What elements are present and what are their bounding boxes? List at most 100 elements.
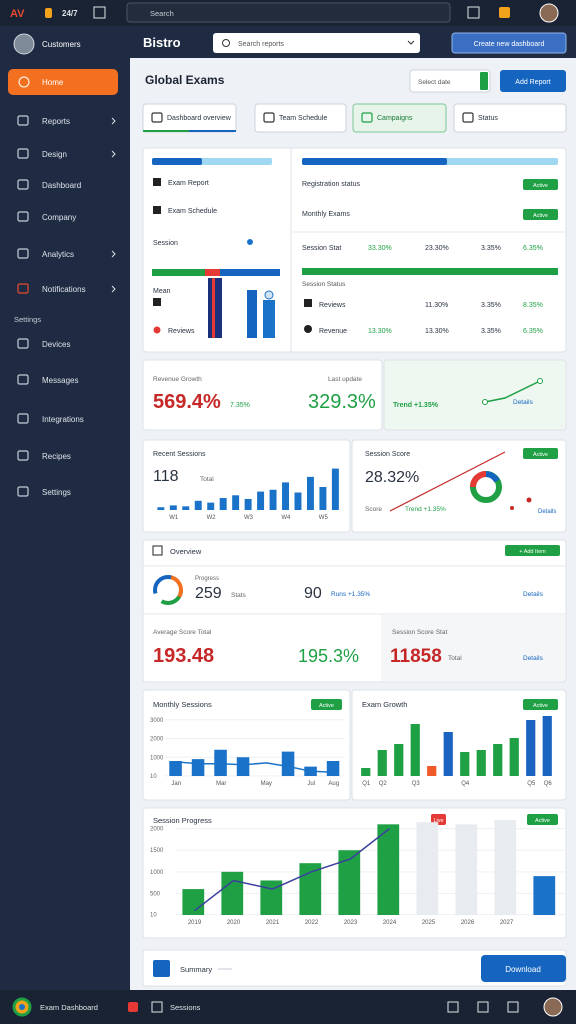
nav-label[interactable]: Design — [42, 150, 67, 159]
tab-label[interactable]: Team Schedule — [279, 115, 327, 122]
cell: 11.30% — [425, 302, 448, 309]
nav-label[interactable]: Devices — [42, 340, 70, 349]
badge[interactable] — [505, 545, 560, 556]
icon[interactable] — [467, 6, 480, 19]
link[interactable]: Details — [513, 399, 534, 406]
icon — [17, 211, 29, 222]
x-tick-label: 2027 — [500, 920, 514, 926]
grid-icon[interactable] — [93, 6, 106, 19]
y-tick-label: 1000 — [150, 755, 164, 761]
tab[interactable] — [352, 103, 447, 133]
nav-label[interactable]: Home — [42, 78, 64, 87]
x-tick-label: 2020 — [227, 920, 241, 926]
icon[interactable] — [447, 1001, 459, 1013]
badge[interactable] — [523, 699, 558, 710]
badge-text[interactable]: + Add Item — [519, 549, 546, 555]
link[interactable]: Details — [523, 591, 544, 598]
tab[interactable] — [254, 103, 347, 133]
button-text[interactable]: Download — [505, 965, 541, 974]
bar — [306, 476, 314, 510]
bar — [191, 759, 205, 776]
icon — [153, 206, 161, 214]
button[interactable] — [451, 32, 567, 54]
label: Trend +1.35% — [393, 402, 439, 409]
x-tick-label: Q2 — [379, 781, 388, 787]
button[interactable] — [500, 70, 566, 92]
bar — [410, 724, 420, 776]
tab-label[interactable]: Status — [478, 115, 498, 122]
label: Session — [153, 240, 178, 247]
chevron — [111, 150, 116, 158]
search-box[interactable] — [213, 33, 420, 53]
chevron — [111, 285, 116, 293]
bar — [299, 863, 322, 915]
bar — [509, 738, 519, 776]
nav-label[interactable]: Dashboard — [42, 181, 81, 190]
date-input[interactable] — [409, 69, 491, 93]
icon[interactable] — [499, 7, 510, 18]
bar — [205, 269, 220, 276]
nav-label[interactable]: Settings — [42, 488, 71, 497]
badge-text[interactable]: Active — [533, 213, 548, 219]
bar — [427, 766, 437, 776]
avatar[interactable] — [543, 997, 563, 1017]
kpi-value: 11858 — [390, 646, 442, 667]
bar — [169, 505, 177, 510]
icon[interactable] — [128, 1002, 138, 1012]
badge[interactable] — [523, 179, 558, 190]
button-text[interactable]: Create new dashboard — [474, 41, 545, 48]
button[interactable] — [481, 955, 566, 982]
nav-label[interactable]: Company — [42, 213, 76, 222]
tab-label[interactable]: Campaigns — [377, 115, 413, 122]
page-title: Global Exams — [145, 73, 225, 87]
search-box[interactable] — [126, 2, 451, 23]
nav-label[interactable]: Reports — [42, 117, 70, 126]
icon — [17, 374, 29, 385]
avatar[interactable] — [539, 3, 559, 23]
button-text[interactable]: Add Report — [515, 79, 550, 86]
badge-text[interactable]: Active — [533, 703, 548, 709]
icon[interactable] — [477, 1001, 489, 1013]
nav-label[interactable]: Recipes — [42, 452, 71, 461]
link[interactable]: Details — [523, 655, 544, 662]
icon[interactable] — [151, 1001, 163, 1013]
badge[interactable] — [527, 814, 558, 825]
badge-text[interactable]: Live — [433, 818, 443, 824]
link[interactable]: Details — [538, 509, 556, 515]
dot — [264, 290, 274, 300]
nav-label[interactable]: Messages — [42, 376, 78, 385]
icon[interactable] — [507, 1001, 519, 1013]
badge[interactable] — [311, 699, 342, 710]
kpi-delta: 7.35% — [230, 402, 250, 409]
label: Session Score — [365, 451, 410, 458]
tab-label[interactable]: Dashboard overview — [167, 115, 232, 122]
bar — [260, 880, 283, 915]
cell: 33.30% — [368, 245, 392, 252]
nav-label[interactable]: Notifications — [42, 285, 86, 294]
label: Session Progress — [153, 816, 212, 825]
cell: 3.35% — [481, 328, 501, 335]
badge-text[interactable]: Active — [319, 703, 334, 709]
bar — [319, 487, 327, 510]
bar — [263, 300, 275, 338]
x-tick-label: 2025 — [422, 920, 436, 926]
badge-text[interactable]: Active — [533, 452, 548, 458]
label: Monthly Exams — [302, 211, 350, 218]
badge[interactable] — [523, 448, 558, 459]
bar — [236, 757, 250, 776]
kpi-value: 329.3% — [308, 391, 376, 413]
badge[interactable] — [523, 209, 558, 220]
label: Recent Sessions — [153, 451, 206, 458]
nav-active[interactable] — [8, 69, 118, 95]
badge-text[interactable]: Active — [533, 183, 548, 189]
dot — [247, 239, 253, 245]
x-tick-label: W4 — [281, 515, 291, 521]
bar — [377, 750, 387, 776]
nav-label[interactable]: Analytics — [42, 250, 74, 259]
chevron — [407, 40, 415, 45]
badge-text[interactable]: Active — [535, 818, 550, 824]
nav-label[interactable]: Integrations — [42, 415, 84, 424]
tab[interactable] — [453, 103, 567, 133]
x-tick-label: 2019 — [188, 920, 202, 926]
bar — [533, 876, 556, 915]
